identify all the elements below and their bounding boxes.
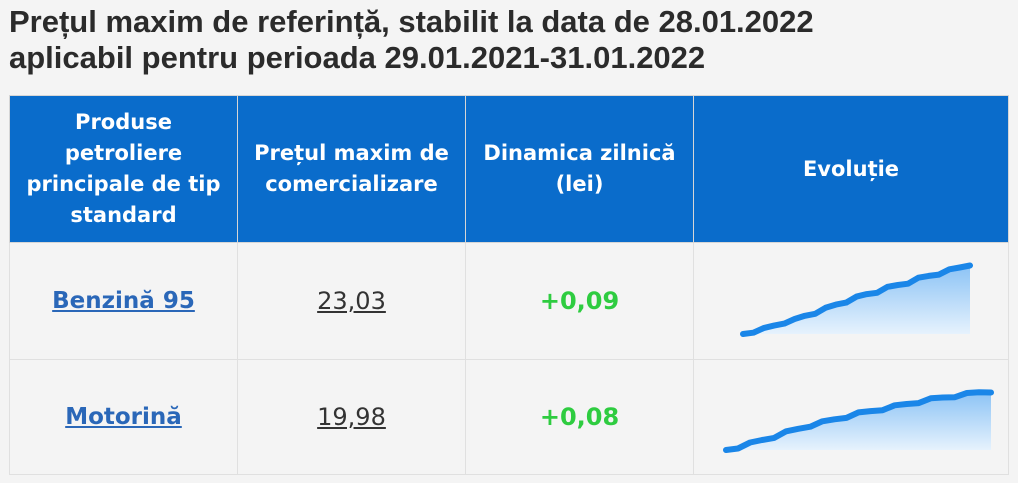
- sparkline-line: [740, 262, 973, 337]
- product-link-benzina-95[interactable]: Benzină 95: [52, 288, 195, 314]
- sparkline-area: [726, 392, 991, 450]
- price-cell: 23,03: [237, 242, 466, 360]
- fuel-price-table: Produse petroliere principale de tip sta…: [9, 95, 1009, 475]
- daily-change-value: +0,08: [539, 403, 620, 431]
- sparkline-motorina: [723, 389, 994, 453]
- sparkline-line: [723, 389, 994, 453]
- product-link-motorina[interactable]: Motorină: [65, 404, 182, 430]
- table-header-row: Produse petroliere principale de tip sta…: [9, 95, 1009, 243]
- title-line-1: Prețul maxim de referință, stabilit la d…: [9, 4, 814, 39]
- product-cell: Benzină 95: [9, 242, 238, 360]
- price-value[interactable]: 23,03: [317, 287, 386, 315]
- header-product: Produse petroliere principale de tip sta…: [9, 95, 238, 243]
- evolution-cell: [693, 242, 1009, 360]
- table-row: Motorină 19,98 +0,08: [9, 359, 1009, 475]
- product-cell: Motorină: [9, 359, 238, 475]
- title-line-2: aplicabil pentru perioada 29.01.2021-31.…: [9, 40, 706, 75]
- page-title: Prețul maxim de referință, stabilit la d…: [9, 4, 1009, 76]
- daily-change-value: +0,09: [539, 287, 620, 315]
- evolution-cell: [693, 359, 1009, 475]
- price-cell: 19,98: [237, 359, 466, 475]
- sparkline-benzina-95: [740, 262, 973, 337]
- delta-cell: +0,09: [465, 242, 694, 360]
- price-value[interactable]: 19,98: [317, 403, 386, 431]
- header-max-price: Prețul maxim de comercializare: [237, 95, 466, 243]
- table-row: Benzină 95 23,03 +0,09: [9, 242, 1009, 360]
- header-evolution: Evoluție: [693, 95, 1009, 243]
- header-daily-change: Dinamica zilnică (lei): [465, 95, 694, 243]
- delta-cell: +0,08: [465, 359, 694, 475]
